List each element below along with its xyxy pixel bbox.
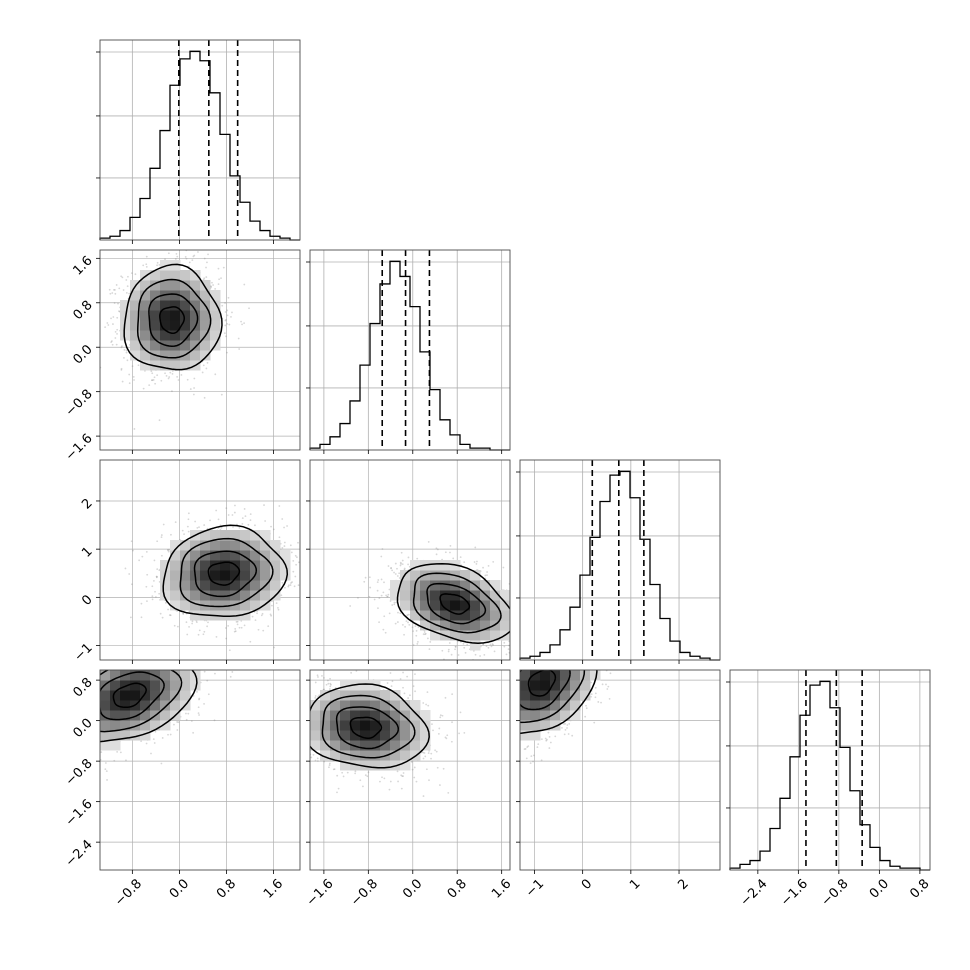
histogram-panel-2: [516, 459, 721, 664]
y-tick-label: 1: [79, 544, 95, 560]
panel-frame: [99, 39, 301, 241]
y-tick-label: −1.6: [63, 431, 96, 464]
y-tick-label: 0.0: [70, 342, 95, 367]
y-tick-label: −0.8: [63, 756, 96, 789]
contour-line: [123, 263, 223, 371]
x-tick-label: 0.8: [445, 876, 470, 901]
panel-frame: [99, 669, 301, 871]
x-tick-label: 1.6: [261, 876, 286, 901]
contour-line: [159, 306, 186, 334]
x-tick-label: 0.0: [400, 876, 425, 901]
contour-line: [520, 670, 571, 711]
contour-line: [162, 524, 289, 618]
scatter-panel-3-1: [306, 669, 511, 874]
histogram-panel-0: [96, 39, 301, 244]
scatter-panel-2-1: [306, 459, 511, 664]
contour-line: [179, 537, 274, 608]
histogram-line: [729, 680, 930, 871]
y-tick-label: −1.6: [63, 797, 96, 830]
histogram-line: [309, 260, 510, 451]
y-tick-label: −1: [71, 641, 95, 665]
scatter-panel-2-0: [96, 459, 301, 664]
panel-frame: [99, 249, 301, 451]
y-tick-label: −0.8: [63, 387, 96, 420]
x-tick-label: −1.6: [778, 876, 811, 909]
x-tick-label: −0.8: [819, 876, 852, 909]
x-tick-label: 2: [675, 876, 691, 892]
contour-line: [349, 716, 383, 739]
contour-line: [426, 582, 487, 625]
y-tick-label: −2.4: [63, 837, 96, 870]
contour-line: [100, 670, 198, 743]
scatter-panel-1-0: [96, 249, 301, 454]
panel-frame: [309, 669, 511, 871]
panel-frame: [519, 459, 721, 661]
y-tick-label: 2: [79, 496, 95, 512]
contour-line: [207, 561, 241, 586]
x-tick-label: 1.6: [489, 876, 514, 901]
contour-line: [520, 670, 598, 735]
y-tick-label: 0.8: [70, 298, 95, 323]
density-shading: [310, 680, 431, 771]
contour-line: [520, 670, 586, 724]
contour-line: [112, 682, 147, 709]
contour-line: [136, 278, 212, 359]
histogram-line: [519, 470, 720, 661]
contour-line: [310, 683, 430, 769]
contour-line: [412, 572, 502, 634]
y-tick-label: 0.8: [70, 675, 95, 700]
y-tick-label: 0.0: [70, 716, 95, 741]
contour-line: [439, 593, 471, 615]
x-tick-label: 1: [627, 876, 643, 892]
panel-frame: [309, 249, 511, 451]
panel-frame: [729, 669, 931, 871]
x-tick-label: −1.6: [304, 876, 337, 909]
density-shading: [100, 670, 201, 751]
y-tick-label: 0: [79, 592, 95, 608]
contour-line: [148, 293, 199, 348]
contour-line: [335, 706, 400, 750]
contour-line: [100, 671, 165, 721]
x-tick-label: −2.4: [738, 876, 771, 909]
histogram-line: [99, 50, 300, 241]
scatter-panel-3-0: [96, 669, 301, 874]
histogram-panel-1: [306, 249, 511, 454]
contour-line: [527, 670, 557, 697]
x-tick-label: −0.8: [112, 876, 145, 909]
x-tick-label: 0.0: [867, 876, 892, 901]
contour-line: [321, 694, 416, 759]
x-tick-label: −0.8: [348, 876, 381, 909]
histogram-panel-3: [726, 669, 931, 874]
y-tick-label: 1.6: [70, 253, 95, 278]
contour-line: [396, 563, 510, 644]
x-tick-label: 0.8: [907, 876, 932, 901]
x-tick-label: 0.0: [167, 876, 192, 901]
x-tick-label: 0: [579, 876, 595, 892]
panel-frame: [99, 459, 301, 661]
scatter-panel-3-2: [516, 669, 721, 874]
density-shading: [120, 260, 221, 371]
contour-line: [100, 670, 183, 733]
density-shading: [520, 670, 601, 741]
panel-frame: [309, 459, 511, 661]
contour-line: [193, 550, 258, 598]
panel-frame: [519, 669, 721, 871]
x-tick-label: 0.8: [214, 876, 239, 901]
x-tick-label: −1: [523, 876, 547, 900]
